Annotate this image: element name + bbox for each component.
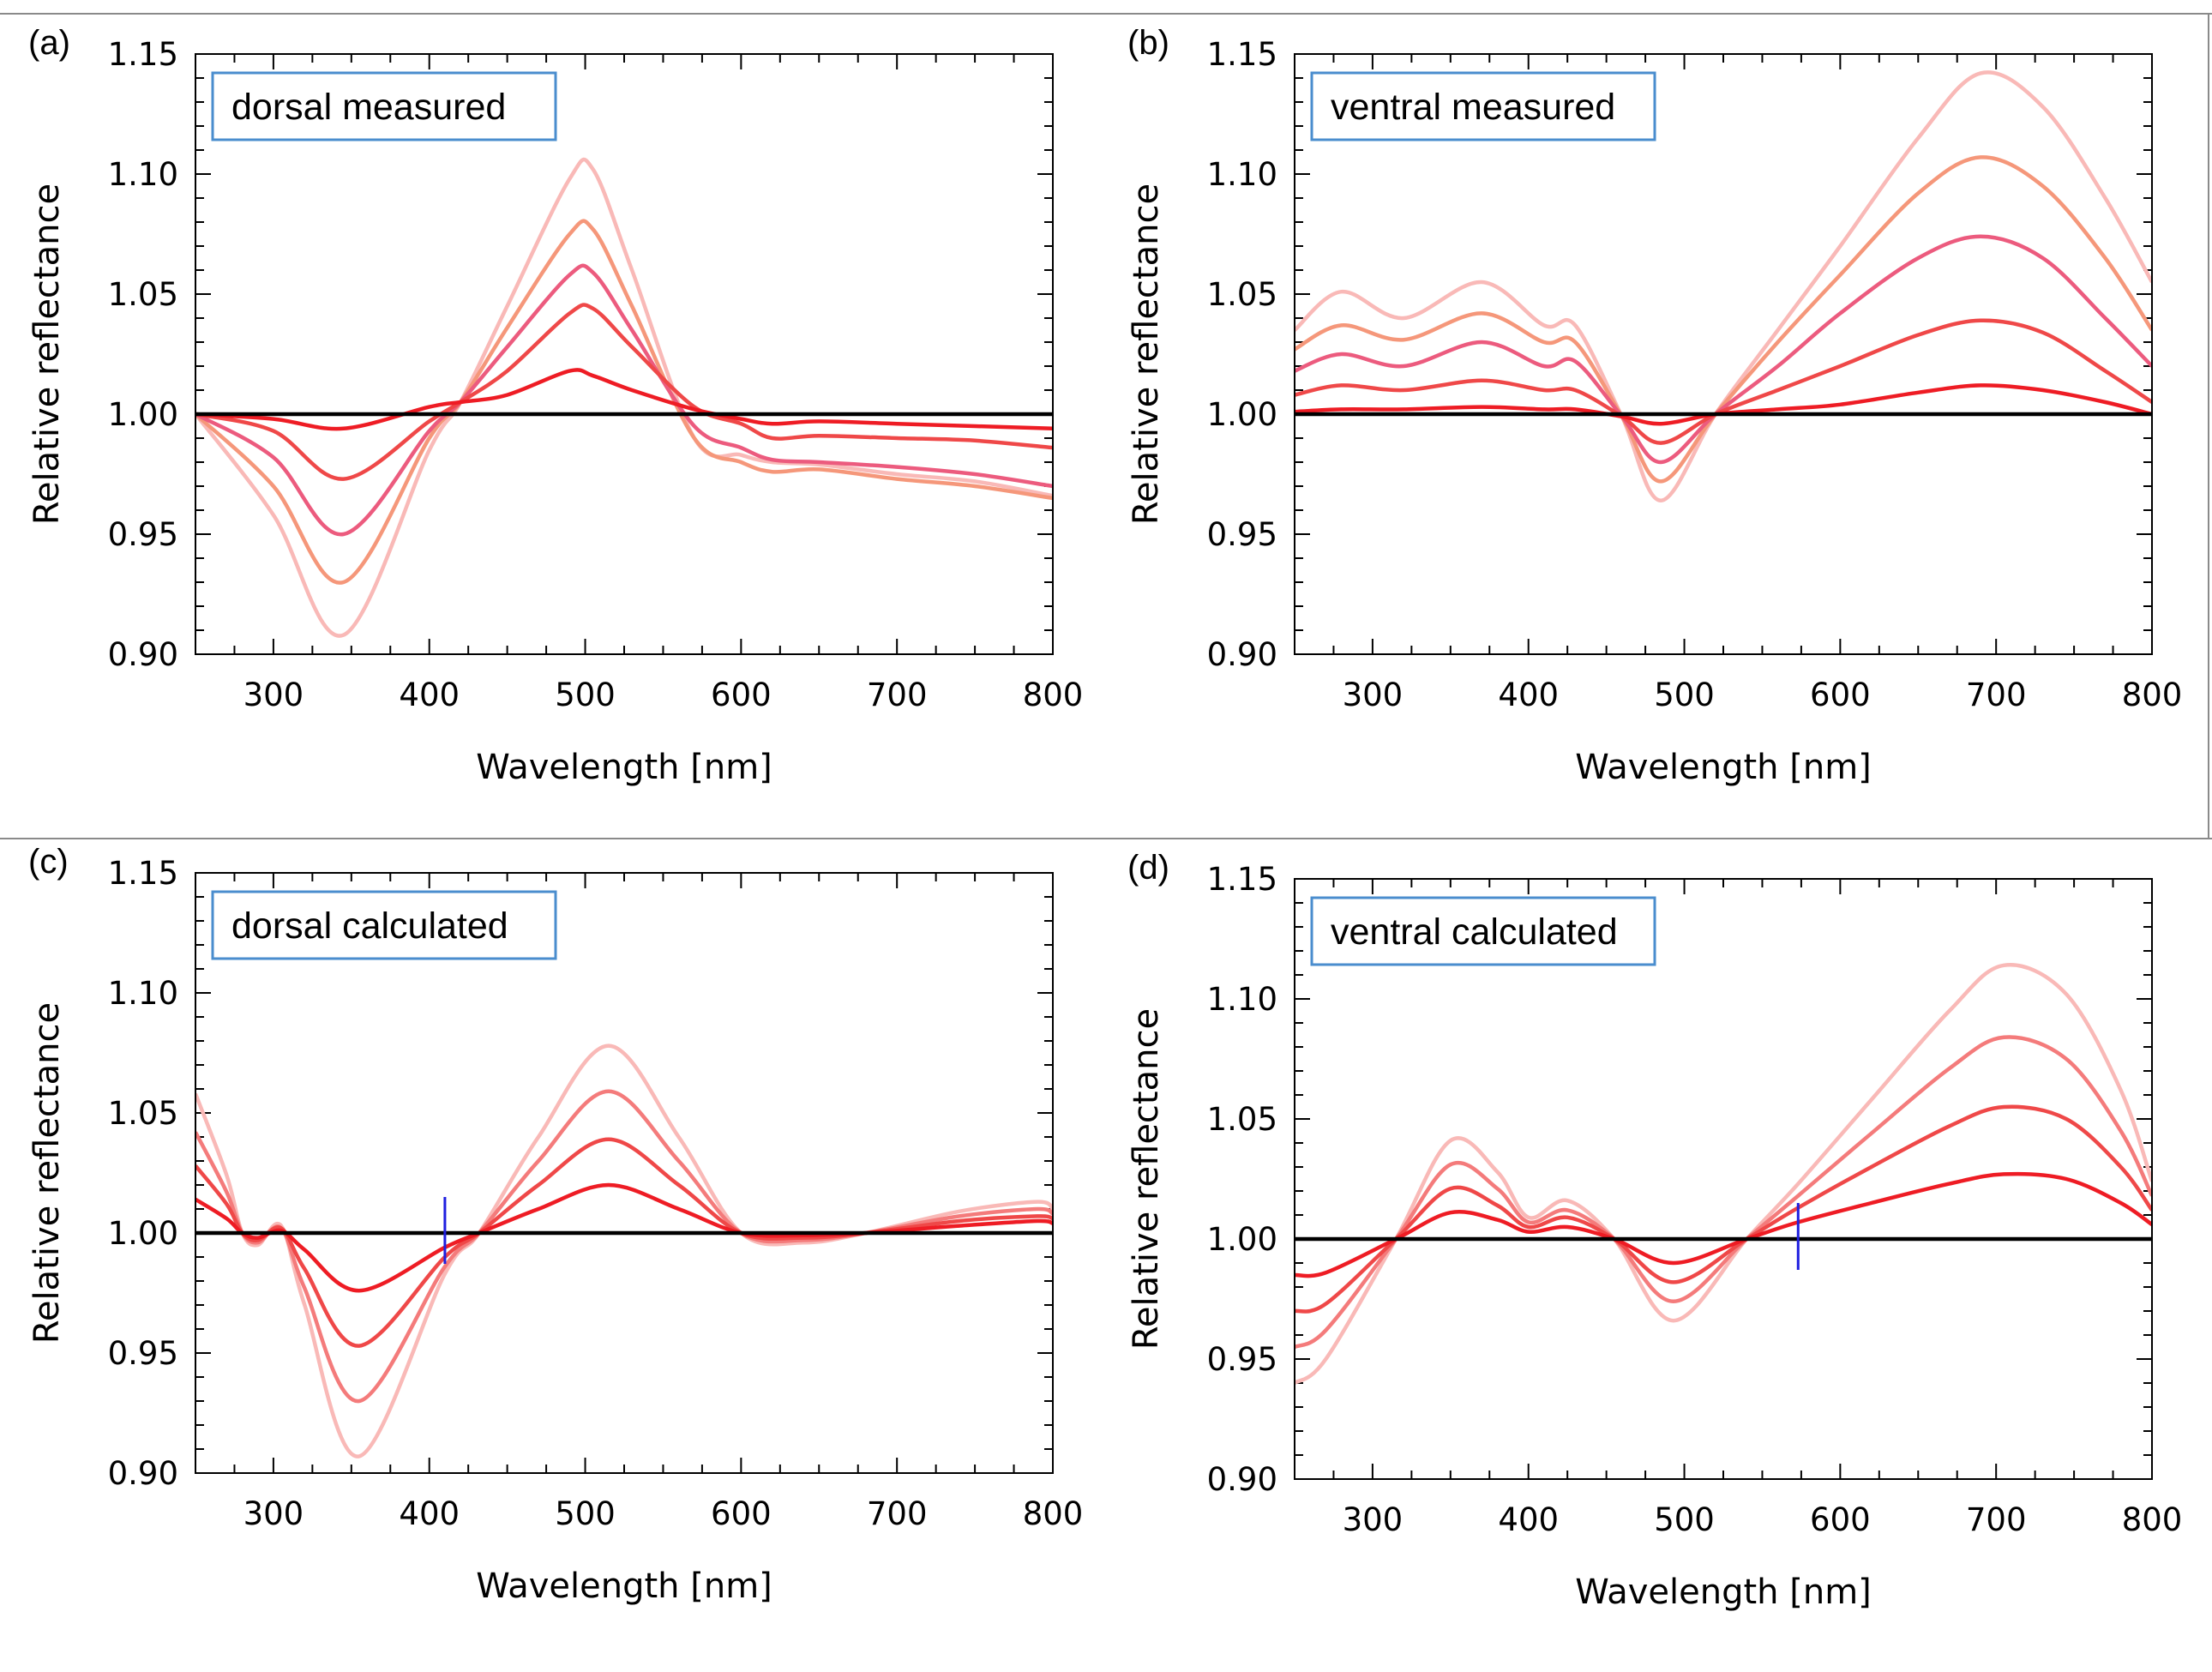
y-tick-label: 1.10 <box>1207 981 1277 1018</box>
series-line-3 <box>195 1089 1053 1404</box>
y-tick-label: 1.00 <box>1207 396 1277 433</box>
y-tick-label: 0.90 <box>1207 1461 1277 1498</box>
x-tick-label: 300 <box>1343 1501 1404 1538</box>
series-group <box>1295 963 2152 1385</box>
y-tick-label: 1.10 <box>108 975 178 1012</box>
x-tick-label: 300 <box>243 677 304 713</box>
x-axis-title: Wavelength [nm] <box>1575 748 1872 787</box>
series-line-5 <box>195 157 1053 638</box>
legend-label: dorsal measured <box>231 87 506 128</box>
panel-letter: (d) <box>1127 849 1169 887</box>
x-tick-label: 800 <box>1023 1495 1084 1532</box>
series-group <box>195 1043 1053 1458</box>
x-tick-label: 500 <box>555 677 616 713</box>
y-axis-title: Relative reflectance <box>27 183 67 525</box>
x-tick-label: 600 <box>1810 677 1871 713</box>
x-tick-label: 500 <box>1654 1501 1715 1538</box>
y-tick-label: 1.05 <box>108 276 178 313</box>
x-tick-label: 600 <box>711 1495 772 1532</box>
y-tick-label: 0.90 <box>108 1455 178 1492</box>
series-line-2 <box>1295 1104 2152 1314</box>
panel-d: (d) 300 400 500 600 700 800 0.90 0.95 1.00 1.05 1.1… <box>1127 849 2182 1612</box>
x-axis-title: Wavelength [nm] <box>476 1567 772 1606</box>
x-tick-label: 800 <box>1023 677 1084 713</box>
x-tick-label: 300 <box>1343 677 1404 713</box>
y-tick-label: 0.95 <box>1207 516 1277 553</box>
y-tick-label: 1.15 <box>1207 861 1277 898</box>
y-tick-label: 1.00 <box>108 1215 178 1252</box>
plot-frame <box>195 872 1054 1474</box>
x-tick-label: 400 <box>399 677 460 713</box>
legend-label: ventral measured <box>1331 87 1615 128</box>
legend-label: ventral calculated <box>1331 911 1618 953</box>
panel-letter: (b) <box>1127 24 1169 62</box>
x-tick-label: 800 <box>2122 1501 2183 1538</box>
y-axis-title: Relative reflectance <box>1127 183 1166 525</box>
plot-frame <box>1294 878 2153 1480</box>
x-tick-label: 400 <box>1498 677 1559 713</box>
x-tick-label: 700 <box>1966 677 2027 713</box>
y-tick-label: 0.95 <box>108 516 178 553</box>
series-group <box>1295 70 2152 503</box>
series-line-1 <box>1295 1171 2152 1278</box>
y-tick-label: 0.95 <box>1207 1341 1277 1378</box>
y-tick-label: 1.05 <box>1207 276 1277 313</box>
series-group <box>195 157 1053 638</box>
x-axis-title: Wavelength [nm] <box>476 748 772 787</box>
x-tick-label: 800 <box>2122 677 2183 713</box>
panel-letter: (a) <box>28 24 70 62</box>
panel-c: (c) 300 400 500 600 700 800 0.90 0.95 1.00 1.05 1.1… <box>27 843 1083 1606</box>
x-tick-label: 400 <box>399 1495 460 1532</box>
series-line-3 <box>195 263 1053 537</box>
x-tick-label: 400 <box>1498 1501 1559 1538</box>
series-line-1 <box>195 368 1053 431</box>
legend-box <box>1310 71 1656 141</box>
y-tick-label: 1.00 <box>108 396 178 433</box>
y-tick-label: 1.00 <box>1207 1221 1277 1258</box>
series-line-2 <box>1295 318 2152 445</box>
panel-letter: (c) <box>28 843 69 881</box>
series-line-3 <box>1295 234 2152 465</box>
y-tick-label: 1.10 <box>108 156 178 193</box>
x-tick-label: 500 <box>1654 677 1715 713</box>
y-tick-label: 1.15 <box>1207 36 1277 73</box>
series-line-4 <box>1295 963 2152 1385</box>
y-tick-label: 1.15 <box>108 36 178 73</box>
x-tick-label: 300 <box>243 1495 304 1532</box>
y-tick-label: 1.05 <box>1207 1101 1277 1138</box>
series-line-1 <box>1295 383 2152 426</box>
legend-box <box>211 890 557 960</box>
y-tick-label: 1.15 <box>108 855 178 892</box>
x-tick-label: 700 <box>867 1495 928 1532</box>
series-line-4 <box>195 1043 1053 1458</box>
series-line-3 <box>1295 1035 2152 1350</box>
series-line-2 <box>195 1137 1053 1348</box>
legend-box <box>211 71 557 141</box>
y-axis-title: Relative reflectance <box>1127 1008 1166 1350</box>
x-tick-label: 500 <box>555 1495 616 1532</box>
y-tick-label: 1.05 <box>108 1095 178 1132</box>
y-tick-label: 1.10 <box>1207 156 1277 193</box>
x-axis-title: Wavelength [nm] <box>1575 1573 1872 1612</box>
y-tick-label: 0.95 <box>108 1335 178 1372</box>
series-line-2 <box>195 303 1053 481</box>
x-tick-label: 700 <box>867 677 928 713</box>
y-axis-title: Relative reflectance <box>27 1002 67 1344</box>
y-tick-label: 0.90 <box>108 636 178 673</box>
plot-frame <box>1294 53 2153 655</box>
legend-box <box>1310 896 1656 966</box>
x-tick-label: 600 <box>711 677 772 713</box>
x-tick-label: 600 <box>1810 1501 1871 1538</box>
plot-frame <box>195 53 1054 655</box>
panel-b: (b) 300 400 500 600 700 800 0.90 0.95 1.00 1.05 1.1… <box>1127 24 2182 787</box>
x-tick-label: 700 <box>1966 1501 2027 1538</box>
series-line-4 <box>195 219 1053 585</box>
y-tick-label: 0.90 <box>1207 636 1277 673</box>
panel-a: (a) 300 400 500 600 700 800 0.90 0.95 1.00 1.05 1.1… <box>27 24 1083 787</box>
legend-label: dorsal calculated <box>231 905 508 947</box>
series-line-4 <box>1295 155 2152 484</box>
series-line-1 <box>195 1182 1053 1293</box>
